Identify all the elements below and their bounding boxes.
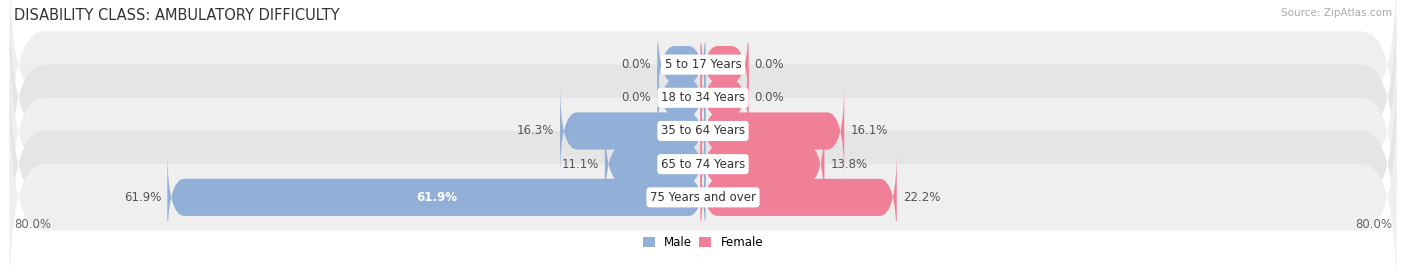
Text: 80.0%: 80.0% bbox=[14, 218, 51, 231]
Text: 80.0%: 80.0% bbox=[1355, 218, 1392, 231]
Legend: Male, Female: Male, Female bbox=[638, 231, 768, 254]
Text: 18 to 34 Years: 18 to 34 Years bbox=[661, 91, 745, 104]
Text: 35 to 64 Years: 35 to 64 Years bbox=[661, 125, 745, 137]
Text: 75 Years and over: 75 Years and over bbox=[650, 191, 756, 204]
FancyBboxPatch shape bbox=[700, 17, 748, 112]
FancyBboxPatch shape bbox=[10, 98, 1396, 269]
Text: 65 to 74 Years: 65 to 74 Years bbox=[661, 158, 745, 171]
FancyBboxPatch shape bbox=[700, 83, 844, 179]
Text: 13.8%: 13.8% bbox=[831, 158, 868, 171]
FancyBboxPatch shape bbox=[10, 0, 1396, 164]
FancyBboxPatch shape bbox=[700, 116, 824, 212]
FancyBboxPatch shape bbox=[10, 31, 1396, 231]
Text: 61.9%: 61.9% bbox=[416, 191, 457, 204]
Text: Source: ZipAtlas.com: Source: ZipAtlas.com bbox=[1281, 8, 1392, 18]
Text: DISABILITY CLASS: AMBULATORY DIFFICULTY: DISABILITY CLASS: AMBULATORY DIFFICULTY bbox=[14, 8, 340, 23]
FancyBboxPatch shape bbox=[700, 50, 748, 146]
FancyBboxPatch shape bbox=[658, 17, 706, 112]
Text: 61.9%: 61.9% bbox=[124, 191, 162, 204]
FancyBboxPatch shape bbox=[10, 65, 1396, 264]
Text: 0.0%: 0.0% bbox=[621, 58, 651, 71]
FancyBboxPatch shape bbox=[560, 83, 706, 179]
Text: 16.3%: 16.3% bbox=[517, 125, 554, 137]
Text: 22.2%: 22.2% bbox=[903, 191, 941, 204]
FancyBboxPatch shape bbox=[605, 116, 706, 212]
Text: 11.1%: 11.1% bbox=[561, 158, 599, 171]
Text: 0.0%: 0.0% bbox=[755, 58, 785, 71]
FancyBboxPatch shape bbox=[10, 0, 1396, 197]
Text: 0.0%: 0.0% bbox=[621, 91, 651, 104]
Text: 5 to 17 Years: 5 to 17 Years bbox=[665, 58, 741, 71]
Text: 16.1%: 16.1% bbox=[851, 125, 887, 137]
FancyBboxPatch shape bbox=[167, 150, 706, 245]
FancyBboxPatch shape bbox=[700, 150, 897, 245]
Text: 0.0%: 0.0% bbox=[755, 91, 785, 104]
FancyBboxPatch shape bbox=[658, 50, 706, 146]
